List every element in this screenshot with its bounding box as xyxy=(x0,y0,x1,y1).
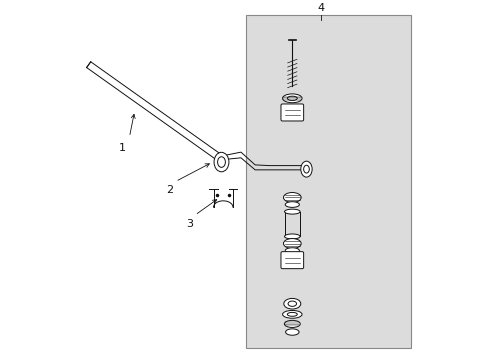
Ellipse shape xyxy=(285,329,299,335)
Ellipse shape xyxy=(285,202,299,207)
Ellipse shape xyxy=(282,310,302,318)
Text: 3: 3 xyxy=(186,219,193,229)
Ellipse shape xyxy=(283,193,301,202)
Text: 1: 1 xyxy=(119,143,125,153)
Bar xyxy=(246,15,410,348)
Ellipse shape xyxy=(285,248,299,253)
Ellipse shape xyxy=(284,209,300,214)
Text: 4: 4 xyxy=(316,3,324,13)
Ellipse shape xyxy=(283,239,301,248)
FancyBboxPatch shape xyxy=(281,104,303,121)
Text: 2: 2 xyxy=(166,185,173,195)
Ellipse shape xyxy=(284,234,300,239)
FancyBboxPatch shape xyxy=(281,252,303,269)
Ellipse shape xyxy=(284,320,300,328)
Ellipse shape xyxy=(287,96,297,100)
Ellipse shape xyxy=(217,157,225,167)
Ellipse shape xyxy=(283,298,300,309)
Ellipse shape xyxy=(300,161,311,177)
Ellipse shape xyxy=(214,152,228,172)
Ellipse shape xyxy=(282,94,302,103)
Ellipse shape xyxy=(303,165,309,173)
Ellipse shape xyxy=(287,312,297,316)
Ellipse shape xyxy=(287,301,296,306)
